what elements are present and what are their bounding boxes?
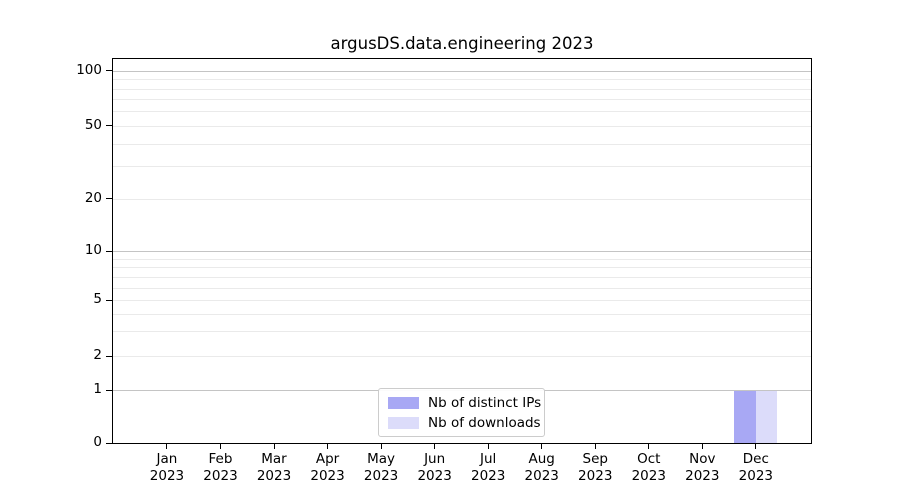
- x-tick-label: Jan 2023: [149, 451, 185, 484]
- legend-entry-downloads: Nb of downloads: [388, 414, 541, 431]
- gridline-minor: [113, 99, 811, 101]
- x-tick-label: Dec 2023: [738, 451, 774, 484]
- legend-entry-distinct-ips: Nb of distinct IPs: [388, 394, 541, 411]
- x-tick-label: Aug 2023: [524, 451, 559, 484]
- gridline-minor: [113, 143, 811, 145]
- x-tick-mark: [755, 444, 757, 449]
- y-tick-mark: [106, 442, 112, 444]
- legend-swatch-distinct-ips-icon: [388, 396, 419, 409]
- gridline-minor: [113, 276, 811, 278]
- x-tick-mark: [327, 444, 329, 449]
- gridline-minor: [113, 356, 811, 358]
- gridline-minor: [113, 267, 811, 269]
- gridline-minor: [113, 88, 811, 90]
- x-tick-label: May 2023: [363, 451, 399, 484]
- y-tick-mark: [106, 125, 112, 127]
- x-tick-mark: [273, 444, 275, 449]
- bar: [755, 390, 778, 443]
- gridline-minor: [113, 111, 811, 113]
- x-tick-mark: [166, 444, 168, 449]
- legend-swatch-downloads-icon: [388, 416, 419, 429]
- x-tick-mark: [219, 444, 221, 449]
- gridline-minor: [113, 313, 811, 315]
- gridline-minor: [113, 166, 811, 168]
- x-tick-mark: [648, 444, 650, 449]
- x-tick-mark: [434, 444, 436, 449]
- plot-area: [112, 58, 812, 444]
- y-tick-label: 20: [84, 189, 102, 206]
- y-tick-label: 0: [93, 434, 102, 450]
- y-tick-label: 2: [93, 347, 102, 364]
- x-tick-label: Apr 2023: [310, 451, 345, 484]
- chart-title: argusDS.data.engineering 2023: [330, 34, 594, 53]
- y-tick-label: 50: [84, 116, 102, 133]
- y-tick-mark: [106, 250, 112, 252]
- x-tick-label: Oct 2023: [631, 451, 666, 484]
- y-tick-label: 5: [93, 291, 102, 308]
- x-tick-label: Mar 2023: [256, 451, 292, 484]
- x-tick-label: Jun 2023: [417, 451, 452, 484]
- x-tick-mark: [380, 444, 382, 449]
- y-tick-mark: [106, 355, 112, 357]
- y-tick-label: 10: [84, 242, 102, 259]
- x-tick-mark: [487, 444, 489, 449]
- legend: Nb of distinct IPs Nb of downloads: [378, 388, 545, 437]
- x-tick-label: Feb 2023: [203, 451, 238, 484]
- gridline-minor: [113, 331, 811, 333]
- bar: [734, 390, 756, 443]
- gridline-minor: [113, 198, 811, 200]
- x-tick-label: Sep 2023: [578, 451, 613, 484]
- y-tick-mark: [106, 198, 112, 200]
- y-tick-mark: [106, 389, 112, 391]
- x-tick-label: Jul 2023: [470, 451, 506, 484]
- gridline-major: [113, 251, 811, 253]
- x-tick-mark: [541, 444, 543, 449]
- gridline-minor: [113, 258, 811, 260]
- y-tick-mark: [106, 299, 112, 301]
- gridline-minor: [113, 79, 811, 81]
- legend-label-downloads: Nb of downloads: [428, 414, 541, 431]
- x-tick-mark: [701, 444, 703, 449]
- y-tick-mark: [106, 70, 112, 72]
- gridline-major: [113, 70, 811, 72]
- y-tick-label: 1: [93, 381, 102, 397]
- gridline-minor: [113, 287, 811, 289]
- y-tick-label: 100: [76, 61, 102, 78]
- gridline-minor: [113, 300, 811, 302]
- legend-label-distinct-ips: Nb of distinct IPs: [428, 394, 542, 411]
- x-tick-label: Nov 2023: [685, 451, 720, 484]
- x-tick-mark: [594, 444, 596, 449]
- gridline-minor: [113, 125, 811, 127]
